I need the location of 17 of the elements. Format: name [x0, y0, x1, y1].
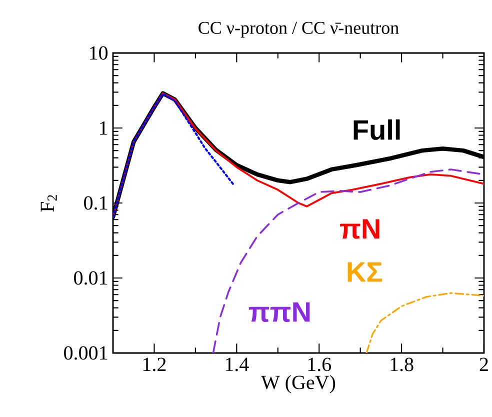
y-tick-label: 0.001 — [64, 346, 108, 360]
x-axis-title: W (GeV) — [261, 375, 336, 394]
x-tick-label: 1.2 — [143, 358, 166, 372]
series-label: ππN — [248, 302, 310, 322]
y-tick-label: 0.01 — [74, 271, 108, 285]
series-label: Full — [354, 119, 400, 140]
x-tick-label: 2 — [480, 358, 488, 371]
y-tick-label: 10 — [90, 46, 108, 60]
x-tick-label: 1.4 — [226, 358, 249, 372]
series-label: KΣ — [348, 262, 382, 282]
y-tick-label: 0.1 — [84, 196, 108, 210]
y-axis-title: F$_{2}$ — [40, 195, 57, 212]
y-tick-label: 1 — [100, 121, 108, 135]
x-tick-label: 1.6 — [308, 358, 332, 372]
chart-title: CC ν-proton / CC ν̄-neutron — [198, 22, 399, 38]
series-label: πN — [340, 219, 380, 239]
x-tick-label: 1.8 — [390, 358, 414, 372]
